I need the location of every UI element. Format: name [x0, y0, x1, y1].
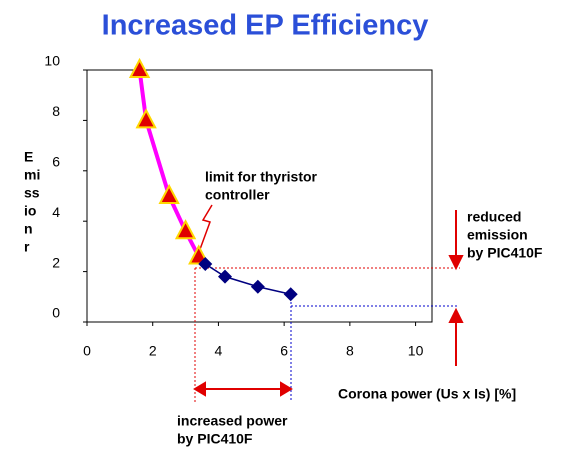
- annotation: controller: [205, 187, 270, 203]
- marker: [218, 269, 232, 284]
- marker: [174, 219, 197, 240]
- marker: [135, 108, 157, 129]
- y-axis-label: io: [24, 203, 36, 219]
- y-axis-label: ss: [24, 185, 40, 201]
- x-tick-label: 6: [280, 343, 288, 359]
- marker: [283, 287, 298, 302]
- x-axis-label: Corona power (Us x Is) [%]: [338, 386, 516, 402]
- x-tick-label: 10: [408, 343, 424, 359]
- marker: [198, 257, 213, 272]
- y-tick-label: 4: [52, 204, 60, 220]
- y-tick-label: 0: [52, 305, 60, 321]
- marker: [128, 57, 151, 78]
- x-tick-label: 2: [149, 343, 157, 359]
- annotation: emission: [467, 227, 528, 243]
- annotation: limit for thyristor: [205, 169, 318, 185]
- y-tick-label: 2: [52, 254, 60, 270]
- annotation: increased power: [177, 413, 288, 429]
- annotation: by PIC410F: [467, 245, 543, 261]
- y-tick-label: 10: [44, 53, 60, 69]
- marker: [250, 279, 265, 294]
- chart-title: Increased EP Efficiency: [102, 10, 429, 42]
- y-tick-label: 6: [52, 154, 60, 170]
- y-axis-label: E: [24, 149, 33, 165]
- marker: [158, 183, 180, 204]
- arrows: [193, 204, 464, 397]
- x-tick-label: 4: [215, 343, 223, 359]
- x-tick-label: 0: [83, 343, 91, 359]
- y-axis-label: r: [24, 239, 30, 255]
- y-axis-label: n: [24, 221, 33, 237]
- y-axis-label: mi: [24, 167, 40, 183]
- y-tick-label: 8: [52, 103, 60, 119]
- plot-frame: [86, 69, 433, 323]
- annotation: by PIC410F: [177, 431, 253, 447]
- x-tick-label: 8: [346, 343, 354, 359]
- series-line: [204, 263, 291, 296]
- annotation: reduced: [467, 209, 521, 225]
